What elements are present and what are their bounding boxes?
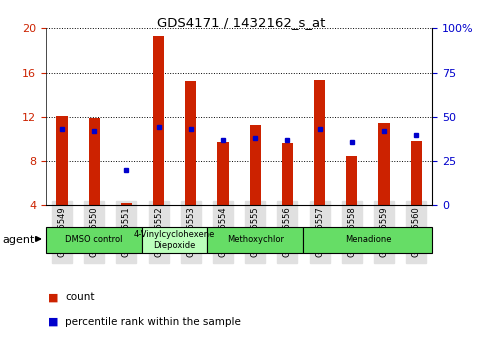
- Bar: [314, 80, 325, 205]
- Text: Methoxychlor: Methoxychlor: [227, 235, 284, 244]
- Bar: [46, 227, 142, 253]
- Text: GDS4171 / 1432162_s_at: GDS4171 / 1432162_s_at: [157, 16, 326, 29]
- Text: ■: ■: [48, 317, 59, 327]
- Bar: [57, 116, 68, 205]
- Bar: [88, 118, 100, 205]
- Bar: [346, 155, 357, 205]
- Text: agent: agent: [2, 235, 35, 245]
- Bar: [142, 227, 207, 253]
- Text: percentile rank within the sample: percentile rank within the sample: [65, 317, 241, 327]
- Bar: [303, 227, 432, 253]
- Bar: [250, 125, 261, 205]
- Text: count: count: [65, 292, 95, 302]
- Bar: [207, 227, 303, 253]
- Text: DMSO control: DMSO control: [65, 235, 123, 244]
- Bar: [282, 143, 293, 205]
- Bar: [411, 141, 422, 205]
- Text: ■: ■: [48, 292, 59, 302]
- Bar: [217, 142, 228, 205]
- Bar: [378, 124, 390, 205]
- Bar: [153, 36, 164, 205]
- Bar: [185, 81, 197, 205]
- Text: Menadione: Menadione: [345, 235, 391, 244]
- Bar: [121, 203, 132, 205]
- Text: 4-Vinylcyclohexene
Diepoxide: 4-Vinylcyclohexene Diepoxide: [134, 230, 215, 250]
